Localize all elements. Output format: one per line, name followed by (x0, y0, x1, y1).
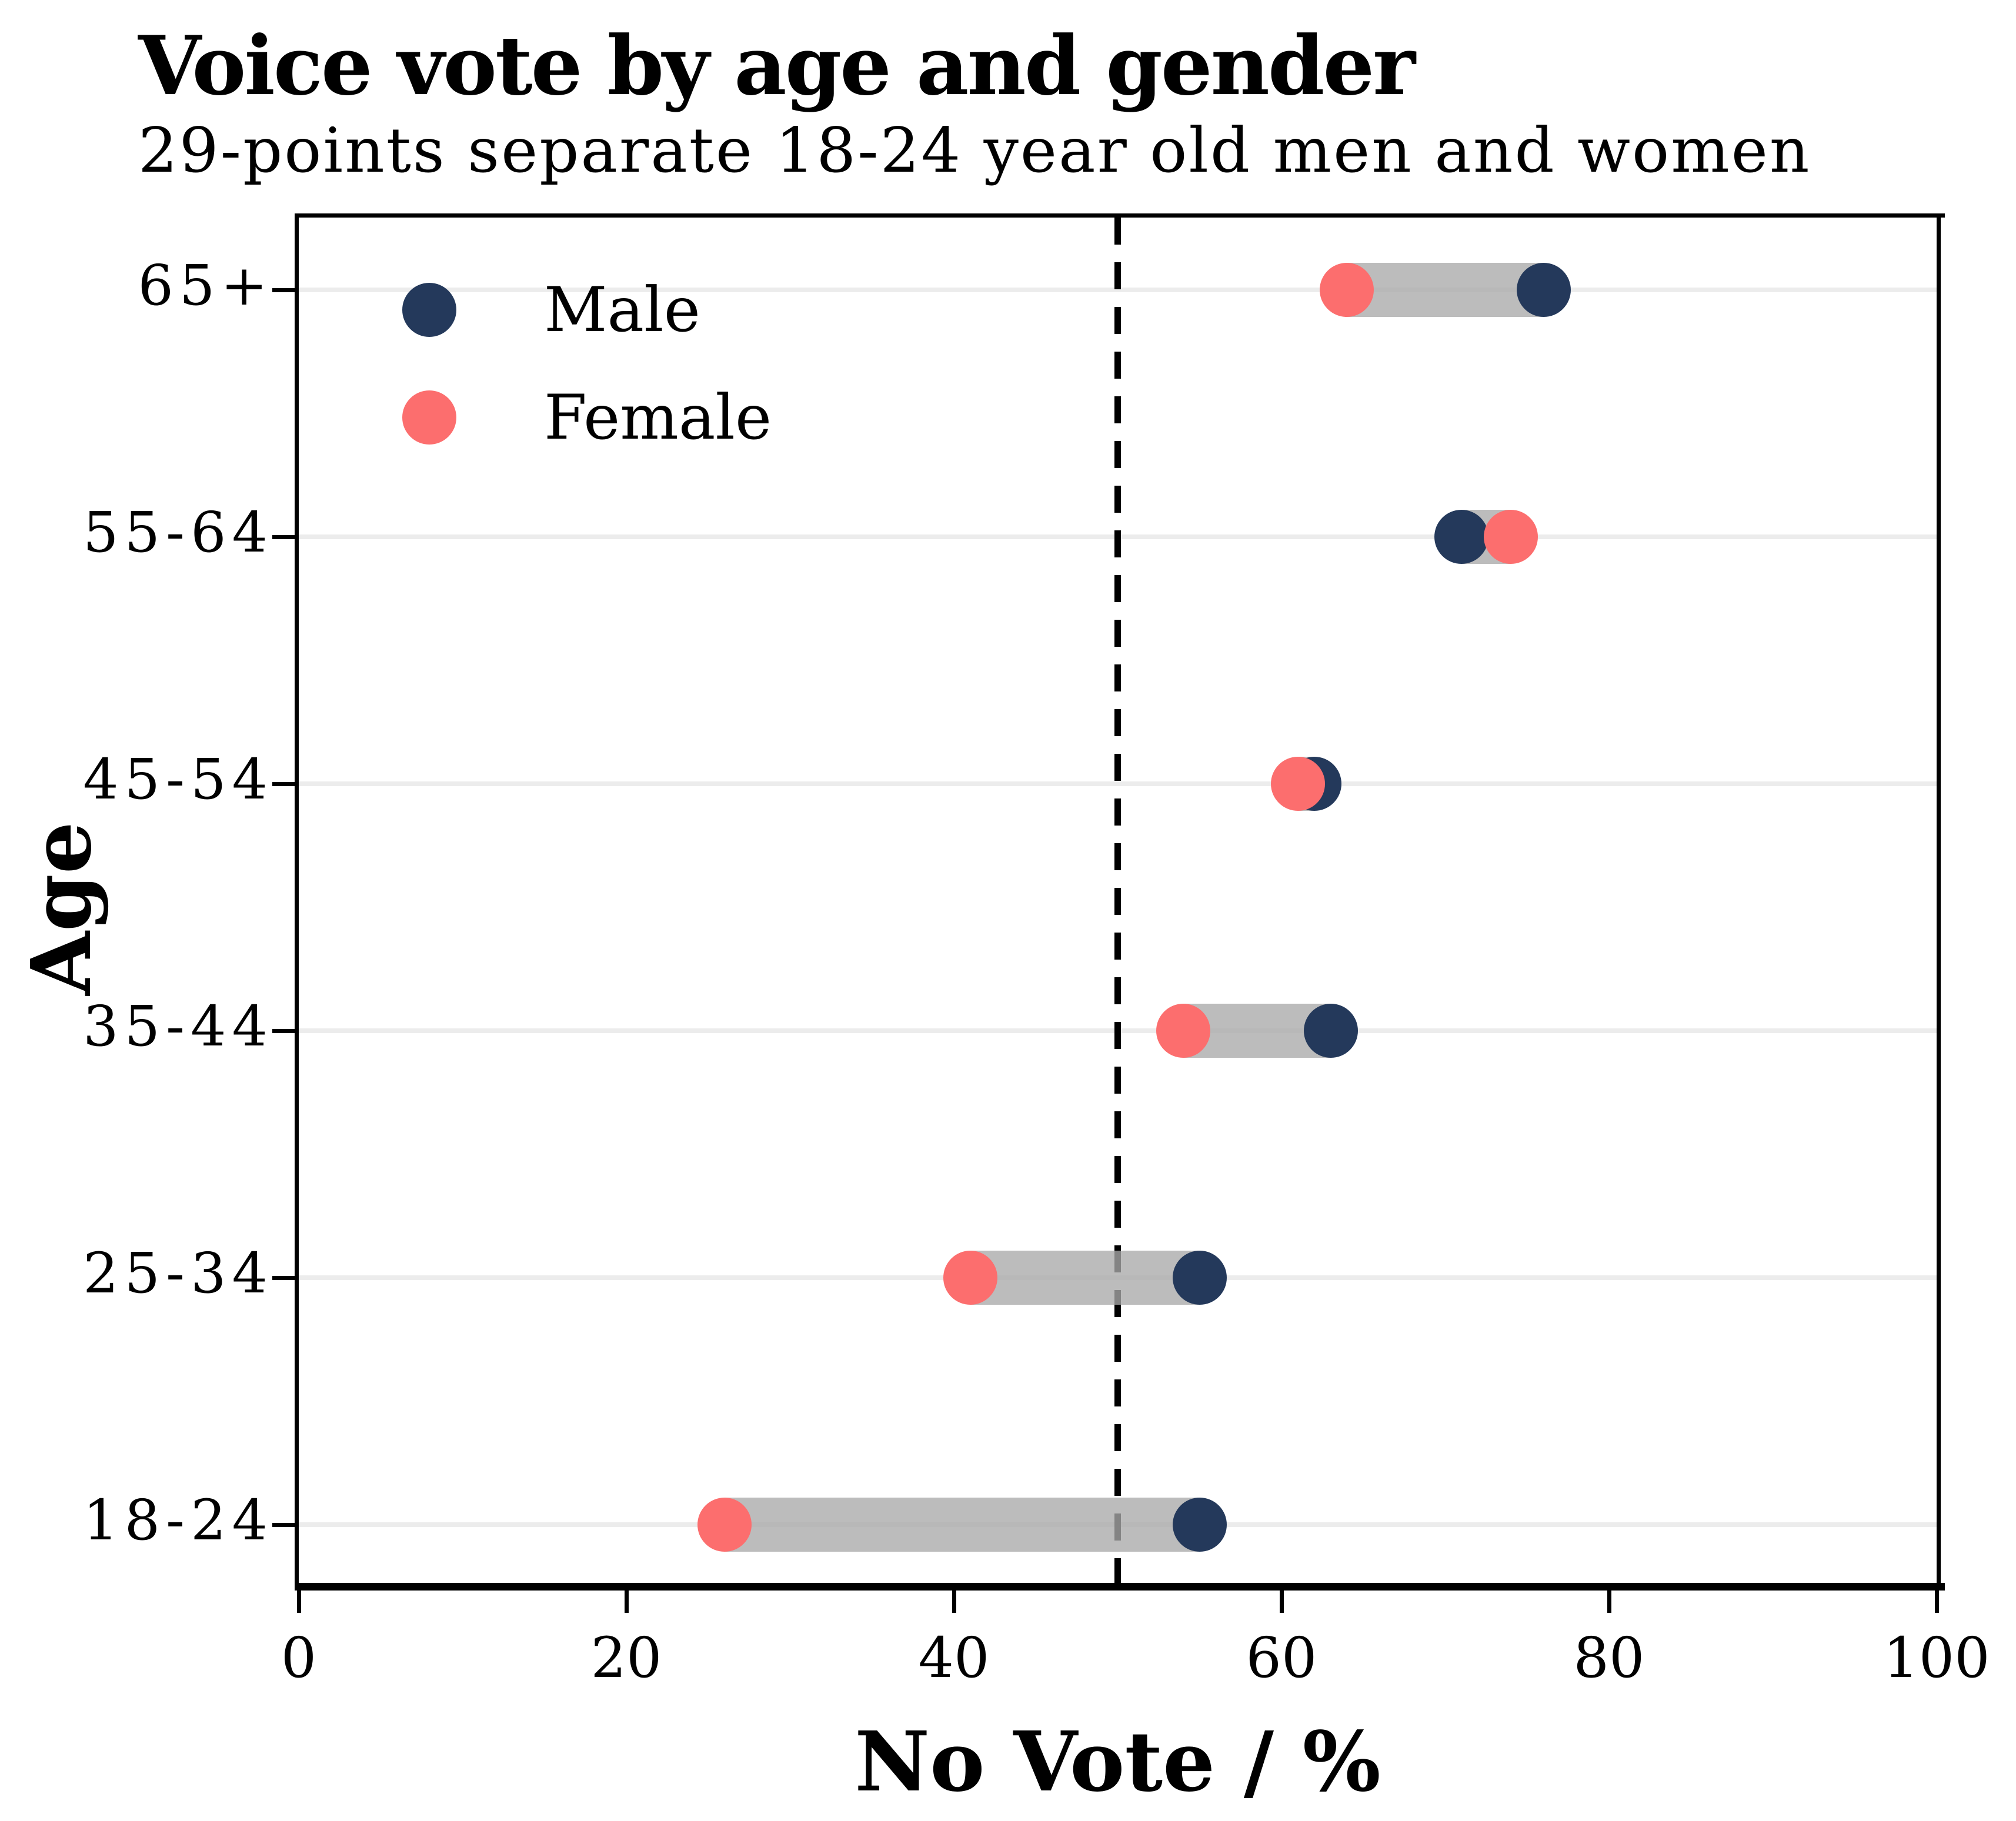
x-tick (1607, 1591, 1611, 1613)
x-tick-label: 60 (1246, 1626, 1317, 1690)
x-tick-label: 100 (1883, 1626, 1990, 1690)
female-dot (1156, 1004, 1210, 1058)
legend-female-swatch (402, 390, 456, 445)
x-tick (624, 1591, 629, 1613)
x-tick-label: 80 (1573, 1626, 1645, 1690)
y-tick-label: 55-64 (83, 500, 273, 565)
female-dot (1483, 510, 1538, 564)
y-tick (272, 1275, 295, 1280)
connector-bar (1347, 263, 1544, 317)
x-tick-label: 40 (918, 1626, 990, 1690)
reference-line (1114, 218, 1121, 1583)
y-tick (272, 288, 295, 292)
y-tick (272, 1028, 295, 1033)
female-dot (697, 1498, 752, 1552)
male-dot (1172, 1251, 1227, 1305)
female-dot (943, 1251, 997, 1305)
x-tick-label: 20 (590, 1626, 662, 1690)
spine-right (1937, 213, 1941, 1591)
spine-left (295, 213, 299, 1591)
x-tick (1934, 1591, 1939, 1613)
y-tick-label: 65+ (138, 253, 273, 318)
y-tick (272, 781, 295, 786)
x-tick (952, 1591, 956, 1613)
legend-male-label: Male (544, 274, 700, 346)
y-tick-label: 25-34 (83, 1241, 273, 1306)
male-dot (1516, 263, 1571, 317)
legend-male-swatch (402, 283, 456, 337)
x-tick-label: 0 (281, 1626, 317, 1690)
male-dot (1172, 1498, 1227, 1552)
female-dot (1270, 757, 1325, 811)
y-tick-label: 18-24 (83, 1488, 273, 1553)
chart-subtitle: 29-points separate 18-24 year old men an… (138, 115, 1811, 186)
y-tick-label: 45-54 (83, 747, 273, 812)
x-axis-label: No Vote / % (855, 1714, 1381, 1810)
connector-bar (970, 1251, 1200, 1305)
connector-bar (725, 1498, 1200, 1552)
y-axis-label: Age (14, 821, 110, 995)
chart-title: Voice vote by age and gender (138, 18, 1416, 113)
male-dot (1303, 1004, 1358, 1058)
spine-bottom (295, 1583, 1945, 1591)
female-dot (1320, 263, 1374, 317)
male-dot (1434, 510, 1489, 564)
y-tick-label: 35-44 (83, 994, 273, 1059)
y-tick (272, 1522, 295, 1527)
spine-top (295, 213, 1945, 218)
y-tick (272, 534, 295, 539)
x-tick (296, 1591, 301, 1613)
legend-female-label: Female (544, 382, 772, 453)
x-tick (1279, 1591, 1284, 1613)
